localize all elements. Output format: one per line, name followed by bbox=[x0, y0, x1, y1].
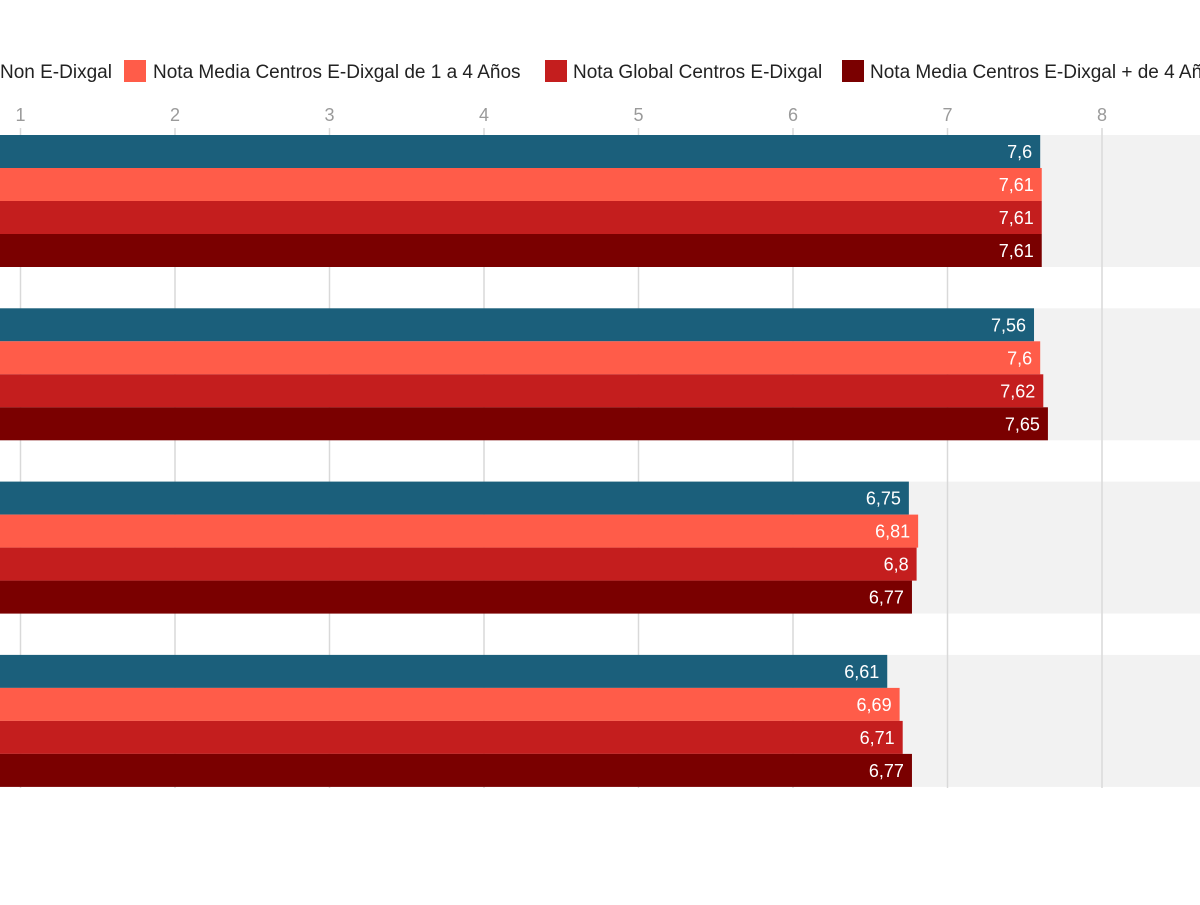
bar[interactable] bbox=[0, 234, 1042, 267]
bar[interactable] bbox=[0, 654, 888, 688]
bar-value-label: 7,6 bbox=[1007, 142, 1032, 162]
x-tick-label: 3 bbox=[324, 105, 334, 125]
legend-swatch bbox=[545, 60, 567, 82]
bar[interactable] bbox=[0, 514, 919, 548]
legend-swatch bbox=[842, 60, 864, 82]
bar-value-label: 6,69 bbox=[857, 695, 892, 715]
bar-value-label: 6,77 bbox=[869, 761, 904, 781]
bar[interactable] bbox=[0, 687, 900, 721]
bar-value-label: 7,61 bbox=[999, 241, 1034, 261]
bar-value-label: 7,56 bbox=[991, 315, 1026, 335]
bar[interactable] bbox=[0, 135, 1041, 168]
bar-value-label: 7,61 bbox=[999, 208, 1034, 228]
legend-label[interactable]: Non E-Dixgal bbox=[0, 62, 112, 83]
bar[interactable] bbox=[0, 168, 1042, 201]
x-tick-label: 6 bbox=[788, 105, 798, 125]
bar[interactable] bbox=[0, 580, 912, 614]
bar-value-label: 7,65 bbox=[1005, 414, 1040, 434]
bar-value-label: 6,75 bbox=[866, 489, 901, 509]
bar[interactable] bbox=[0, 341, 1041, 375]
bar-value-label: 6,8 bbox=[884, 555, 909, 575]
bar[interactable] bbox=[0, 720, 903, 754]
bar-value-label: 7,6 bbox=[1007, 348, 1032, 368]
x-tick-label: 7 bbox=[942, 105, 952, 125]
legend-label[interactable]: Nota Media Centros E-Dixgal + de 4 Años bbox=[870, 62, 1200, 83]
legend-swatch bbox=[124, 60, 146, 82]
x-tick-label: 4 bbox=[479, 105, 489, 125]
bar-value-label: 6,71 bbox=[860, 728, 895, 748]
x-tick-label: 8 bbox=[1097, 105, 1107, 125]
bar-value-label: 7,62 bbox=[1000, 381, 1035, 401]
x-tick-label: 1 bbox=[15, 105, 25, 125]
x-tick-label: 2 bbox=[170, 105, 180, 125]
bar-value-label: 6,77 bbox=[869, 588, 904, 608]
x-tick-label: 5 bbox=[633, 105, 643, 125]
legend-label[interactable]: Nota Media Centros E-Dixgal de 1 a 4 Año… bbox=[153, 62, 521, 83]
bar[interactable] bbox=[0, 481, 909, 515]
bar[interactable] bbox=[0, 753, 912, 787]
bar[interactable] bbox=[0, 201, 1042, 234]
bar[interactable] bbox=[0, 407, 1048, 441]
bar[interactable] bbox=[0, 374, 1044, 408]
bar-value-label: 6,81 bbox=[875, 522, 910, 542]
bar[interactable] bbox=[0, 308, 1035, 342]
bar[interactable] bbox=[0, 547, 917, 581]
legend-label[interactable]: Nota Global Centros E-Dixgal bbox=[573, 62, 822, 83]
bar-value-label: 7,61 bbox=[999, 175, 1034, 195]
bar-value-label: 6,61 bbox=[844, 662, 879, 682]
